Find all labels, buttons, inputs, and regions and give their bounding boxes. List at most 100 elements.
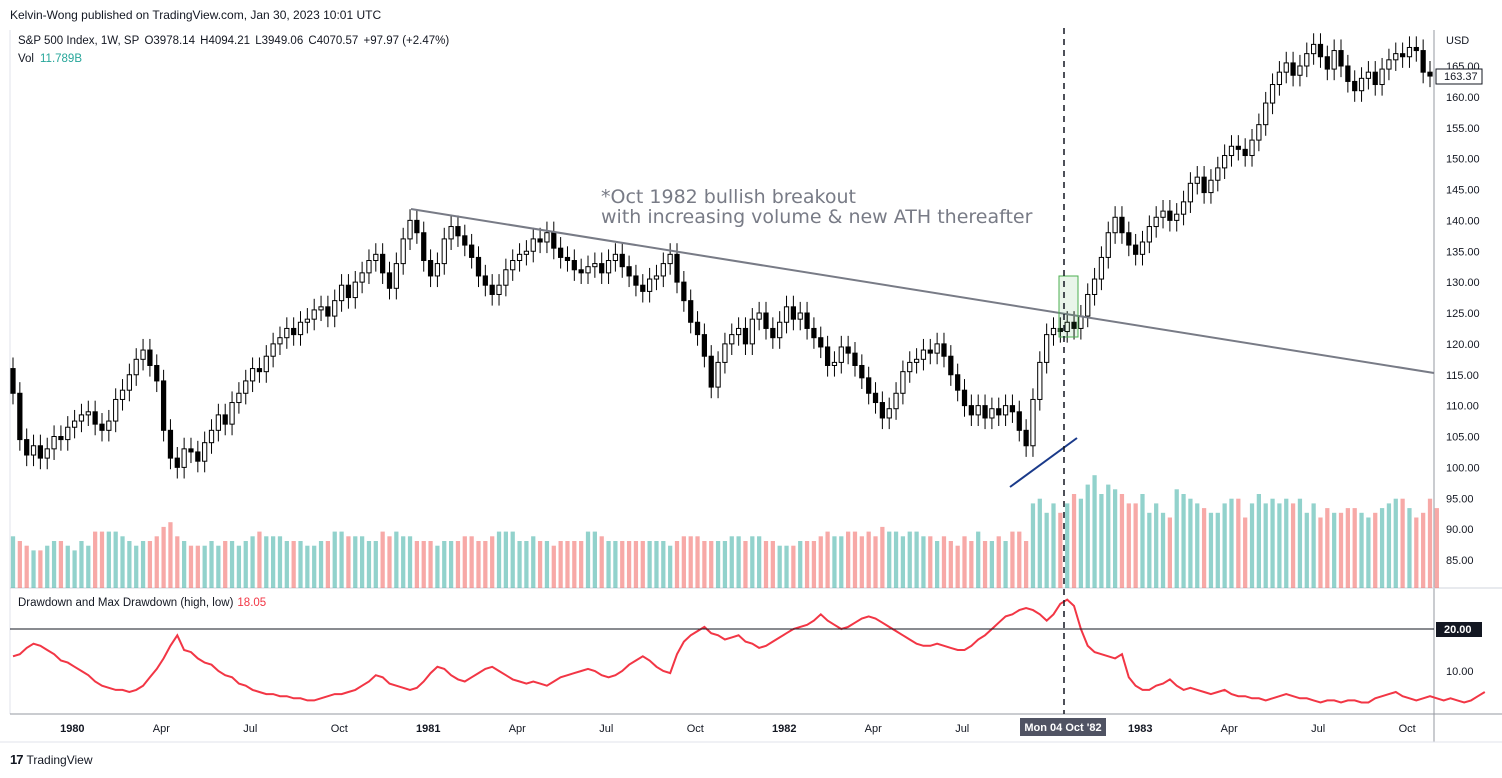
volume-bar (51, 541, 57, 588)
volume-bar (750, 536, 755, 588)
volume-bar (640, 541, 645, 588)
volume-bar (394, 531, 399, 588)
volume-bar (647, 541, 652, 588)
candle-body (202, 442, 208, 462)
candle-body (982, 405, 988, 419)
annotation-line-2[interactable]: with increasing volume & new ATH thereaf… (601, 206, 1033, 228)
volume-bar (339, 531, 344, 588)
volume-bar (620, 541, 625, 588)
drawdown-indicator-name[interactable]: Drawdown and Max Drawdown (high, low) (18, 597, 234, 609)
time-tick-label: 1983 (1128, 723, 1152, 735)
candle-body (1215, 167, 1221, 181)
candle-body (708, 355, 714, 388)
close-value: C4070.57 (308, 35, 359, 47)
volume-bar (989, 541, 995, 588)
candle-body (1372, 71, 1378, 86)
change-value: +97.97 (+2.47%) (363, 35, 450, 47)
volume-value: 11.789B (40, 53, 82, 65)
descending-trendline[interactable] (410, 208, 1435, 374)
candle-body (455, 226, 461, 237)
volume-bar (476, 541, 481, 588)
candle-body (605, 260, 612, 274)
candle-body (462, 235, 468, 246)
candle-body (626, 266, 632, 277)
candle-body (1263, 102, 1269, 126)
candle-body (215, 414, 221, 431)
volume-bar (866, 531, 871, 588)
volume-bar (531, 536, 536, 588)
volume-bar (175, 536, 180, 588)
candle-body (1228, 145, 1235, 157)
candle-body (585, 266, 591, 274)
symbol-name[interactable]: S&P 500 Index, 1W, SP (18, 35, 140, 47)
volume-bar (661, 541, 666, 588)
candle-body (263, 355, 269, 373)
price-tick-label: 120.00 (1446, 339, 1480, 351)
volume-bar (935, 541, 940, 588)
time-tick-label: Jul (955, 723, 969, 735)
volume-bar (264, 536, 269, 588)
candle-body (1338, 50, 1344, 67)
volume-bar (312, 545, 317, 588)
volume-bar (996, 536, 1001, 588)
time-tick-label: Jul (1311, 723, 1325, 735)
candle-body (277, 337, 283, 345)
volume-bar (702, 541, 707, 588)
volume-bar (250, 536, 255, 588)
volume-bar (818, 536, 823, 588)
volume-trendline[interactable] (1009, 437, 1078, 488)
candle-body (845, 346, 851, 354)
volume-bar (1167, 517, 1172, 588)
volume-bar (579, 541, 584, 588)
volume-bar (1311, 503, 1316, 588)
candle-body (1098, 256, 1105, 280)
candle-body (530, 238, 536, 252)
volume-bar (955, 545, 960, 588)
candle-body (1331, 50, 1337, 70)
last-price-value: 163.37 (1444, 71, 1478, 83)
time-tick-label: 1981 (416, 723, 440, 735)
candle-body (113, 398, 119, 422)
volume-bar (503, 531, 508, 588)
volume-bar (1037, 498, 1042, 588)
volume-bar (1249, 503, 1255, 588)
candle-body (421, 232, 427, 262)
volume-bar (1058, 512, 1063, 588)
candle-body (1112, 216, 1118, 234)
volume-bar (229, 541, 235, 588)
volume-bar (777, 545, 782, 588)
volume-bar (962, 536, 967, 588)
candle-body (872, 392, 879, 404)
volume-label[interactable]: Vol (18, 53, 34, 65)
candle-body (804, 312, 810, 329)
volume-bar (1277, 503, 1282, 588)
candle-body (1324, 56, 1330, 70)
candle-body (1311, 43, 1317, 55)
candle-body (469, 244, 475, 258)
candle-body (1091, 278, 1098, 295)
volume-bar (537, 541, 543, 588)
volume-bar (202, 545, 207, 588)
volume-bar (154, 536, 159, 588)
volume-bar (1359, 512, 1364, 588)
volume-bar (681, 536, 686, 588)
volume-bar (496, 531, 502, 588)
candle-body (797, 312, 803, 320)
volume-bar (1386, 503, 1392, 588)
breakout-highlight-box[interactable] (1058, 275, 1079, 338)
volume-bar (127, 541, 132, 588)
volume-bar (305, 545, 310, 588)
candle-body (284, 327, 290, 339)
volume-bar (373, 541, 378, 588)
tradingview-footer[interactable]: 17 TradingView (10, 752, 93, 767)
volume-bar (462, 536, 467, 588)
candle-body (633, 275, 639, 286)
candle-body (1057, 327, 1063, 333)
candle-body (1050, 327, 1057, 336)
candle-body (941, 343, 947, 357)
volume-bar (695, 536, 700, 588)
candle-body (996, 408, 1002, 416)
price-tick-label: 85.00 (1446, 555, 1474, 567)
annotation-line-1[interactable]: *Oct 1982 bullish breakout (601, 186, 856, 208)
